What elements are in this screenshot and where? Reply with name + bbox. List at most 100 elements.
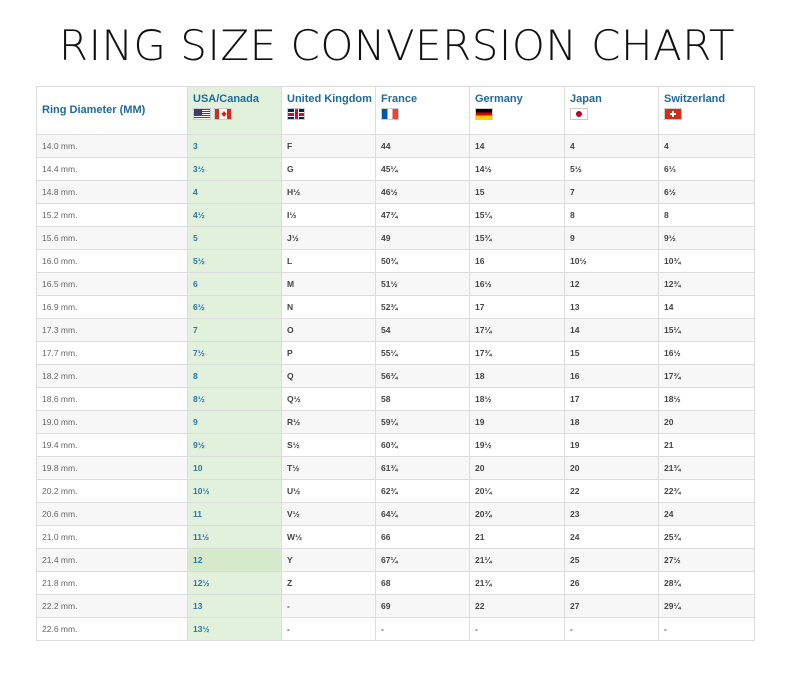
- cell-united-kingdom: V½: [281, 502, 376, 526]
- cell-united-kingdom: P: [281, 341, 376, 365]
- cell-japan: 17: [564, 387, 659, 411]
- table-row: 16.5 mm. 6 M 51½ 16½ 12 12¾: [36, 272, 755, 296]
- cell-japan: 4: [564, 134, 659, 158]
- cell-switzerland: 22¾: [658, 479, 755, 503]
- cell-diameter: 15.6 mm.: [36, 226, 188, 250]
- cell-diameter: 14.4 mm.: [36, 157, 188, 181]
- cell-united-kingdom: N: [281, 295, 376, 319]
- cell-switzerland: 21: [658, 433, 755, 457]
- column-header-label: Ring Diameter (MM): [42, 104, 146, 116]
- cell-germany: 14½: [469, 157, 565, 181]
- cell-japan: 16: [564, 364, 659, 388]
- cell-diameter: 18.2 mm.: [36, 364, 188, 388]
- cell-usa-canada: 5: [187, 226, 282, 250]
- column-header-usa-canada: USA/Canada: [187, 86, 282, 135]
- cell-switzerland: 8: [658, 203, 755, 227]
- cell-france: 45¼: [375, 157, 470, 181]
- cell-usa-canada: 11: [187, 502, 282, 526]
- cell-france: 49: [375, 226, 470, 250]
- cell-germany: 15¼: [469, 203, 565, 227]
- cell-diameter: 21.8 mm.: [36, 571, 188, 595]
- ring-size-table: Ring Diameter (MM) USA/Canada United Kin…: [36, 86, 755, 641]
- table-row: 14.4 mm. 3½ G 45¼ 14½ 5½ 6⅓: [36, 157, 755, 181]
- column-header-label: Germany: [475, 93, 523, 105]
- cell-united-kingdom: M: [281, 272, 376, 296]
- cell-germany: 19: [469, 410, 565, 434]
- cell-japan: 14: [564, 318, 659, 342]
- cell-switzerland: 18½: [658, 387, 755, 411]
- cell-switzerland: 25¾: [658, 525, 755, 549]
- table-row: 16.0 mm. 5½ L 50¾ 16 10½ 10¾: [36, 249, 755, 273]
- table-row: 18.2 mm. 8 Q 56¾ 18 16 17¾: [36, 364, 755, 388]
- cell-switzerland: 4: [658, 134, 755, 158]
- cell-switzerland: 27½: [658, 548, 755, 572]
- germany-flag-icon: [475, 108, 493, 120]
- cell-switzerland: 6½: [658, 180, 755, 204]
- table-body: 14.0 mm. 3 F 44 14 4 4 14.4 mm. 3½ G 45¼ 14½ 5½ 6⅓ 14.…: [36, 134, 755, 641]
- cell-usa-canada: 5½: [187, 249, 282, 273]
- cell-germany: 20¼: [469, 479, 565, 503]
- table-row: 14.8 mm. 4 H½ 46½ 15 7 6½: [36, 180, 755, 204]
- cell-switzerland: 20: [658, 410, 755, 434]
- cell-diameter: 17.7 mm.: [36, 341, 188, 365]
- cell-germany: 16½: [469, 272, 565, 296]
- cell-japan: 7: [564, 180, 659, 204]
- cell-france: -: [375, 617, 470, 641]
- cell-japan: 27: [564, 594, 659, 618]
- cell-united-kingdom: G: [281, 157, 376, 181]
- cell-diameter: 19.0 mm.: [36, 410, 188, 434]
- cell-japan: 26: [564, 571, 659, 595]
- table-header-row: Ring Diameter (MM) USA/Canada United Kin…: [36, 86, 755, 135]
- cell-switzerland: 29¼: [658, 594, 755, 618]
- column-header-germany: Germany: [469, 86, 565, 135]
- cell-united-kingdom: I½: [281, 203, 376, 227]
- cell-diameter: 20.6 mm.: [36, 502, 188, 526]
- cell-france: 44: [375, 134, 470, 158]
- cell-germany: 15: [469, 180, 565, 204]
- cell-diameter: 19.4 mm.: [36, 433, 188, 457]
- table-row: 19.0 mm. 9 R½ 59¼ 19 18 20: [36, 410, 755, 434]
- cell-usa-canada: 6½: [187, 295, 282, 319]
- cell-switzerland: 21¾: [658, 456, 755, 480]
- cell-france: 69: [375, 594, 470, 618]
- cell-diameter: 22.2 mm.: [36, 594, 188, 618]
- cell-usa-canada: 6: [187, 272, 282, 296]
- cell-diameter: 19.8 mm.: [36, 456, 188, 480]
- cell-france: 51½: [375, 272, 470, 296]
- cell-diameter: 16.9 mm.: [36, 295, 188, 319]
- cell-germany: 15¾: [469, 226, 565, 250]
- cell-switzerland: 12¾: [658, 272, 755, 296]
- cell-france: 58: [375, 387, 470, 411]
- cell-diameter: 17.3 mm.: [36, 318, 188, 342]
- cell-france: 61¾: [375, 456, 470, 480]
- cell-france: 50¾: [375, 249, 470, 273]
- cell-germany: 21¾: [469, 571, 565, 595]
- cell-usa-canada: 13½: [187, 617, 282, 641]
- cell-united-kingdom: S½: [281, 433, 376, 457]
- table-row: 19.4 mm. 9½ S½ 60¾ 19½ 19 21: [36, 433, 755, 457]
- cell-united-kingdom: R½: [281, 410, 376, 434]
- cell-france: 56¾: [375, 364, 470, 388]
- cell-germany: 17: [469, 295, 565, 319]
- cell-switzerland: 16½: [658, 341, 755, 365]
- cell-usa-canada: 8: [187, 364, 282, 388]
- cell-france: 68: [375, 571, 470, 595]
- cell-united-kingdom: Y: [281, 548, 376, 572]
- cell-france: 60¾: [375, 433, 470, 457]
- table-row: 20.6 mm. 11 V½ 64¼ 20¾ 23 24: [36, 502, 755, 526]
- cell-diameter: 16.5 mm.: [36, 272, 188, 296]
- cell-united-kingdom: J½: [281, 226, 376, 250]
- cell-japan: 19: [564, 433, 659, 457]
- cell-france: 66: [375, 525, 470, 549]
- cell-japan: -: [564, 617, 659, 641]
- cell-usa-canada: 11½: [187, 525, 282, 549]
- cell-germany: 20: [469, 456, 565, 480]
- france-flag-icon: [381, 108, 399, 120]
- cell-france: 62¾: [375, 479, 470, 503]
- cell-diameter: 16.0 mm.: [36, 249, 188, 273]
- cell-japan: 8: [564, 203, 659, 227]
- cell-germany: -: [469, 617, 565, 641]
- cell-united-kingdom: Z: [281, 571, 376, 595]
- column-header-label: USA/Canada: [193, 93, 260, 105]
- cell-united-kingdom: -: [281, 594, 376, 618]
